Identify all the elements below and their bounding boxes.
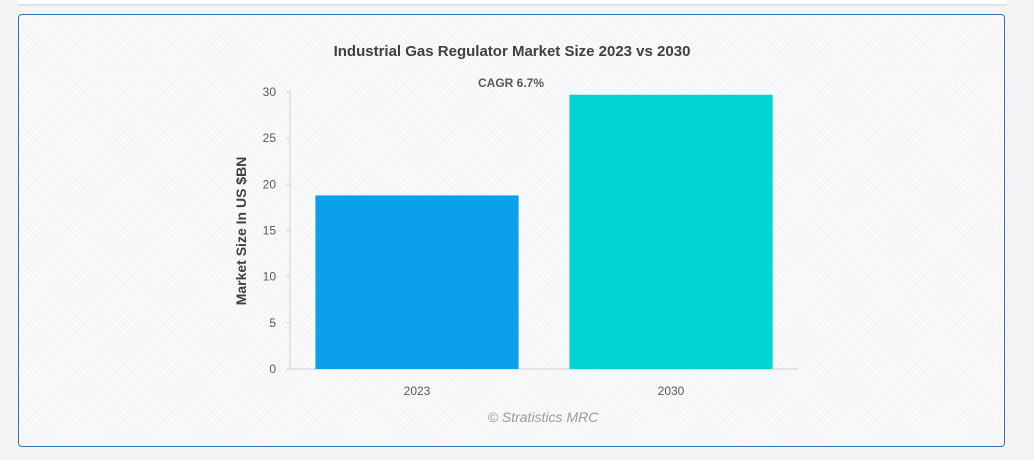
y-tick-label: 25 xyxy=(263,131,277,145)
top-card-edge xyxy=(18,0,1007,5)
y-tick-label: 20 xyxy=(263,177,277,191)
y-tick-label: 15 xyxy=(263,224,277,238)
credit-text: © Stratistics MRC xyxy=(488,409,600,425)
bar-2030 xyxy=(569,94,773,370)
x-tick-label: 2030 xyxy=(658,384,685,398)
chart-subtitle: CAGR 6.7% xyxy=(478,76,544,90)
bar-2023 xyxy=(315,195,519,369)
y-axis-label: Market Size In US $BN xyxy=(233,157,249,306)
y-tick-label: 0 xyxy=(269,362,276,376)
y-tick-label: 30 xyxy=(263,85,277,99)
chart-title: Industrial Gas Regulator Market Size 202… xyxy=(334,43,691,60)
y-tick-label: 10 xyxy=(263,270,277,284)
y-tick-label: 5 xyxy=(269,316,276,330)
x-tick-label: 2023 xyxy=(404,384,431,398)
